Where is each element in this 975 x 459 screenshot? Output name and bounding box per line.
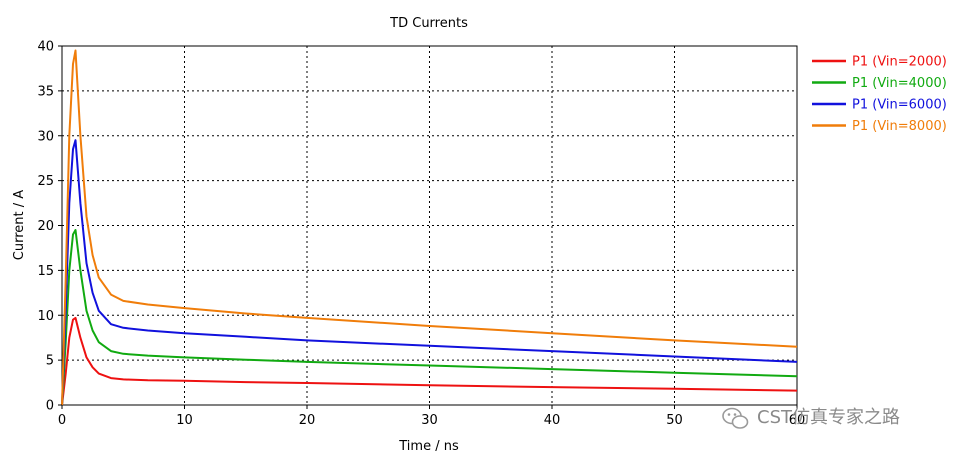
watermark-text: CST仿真专家之路 [757, 407, 900, 428]
y-tick-label-8: 40 [37, 40, 54, 55]
series-line-1 [61, 316, 798, 406]
y-axis-label: Current / A [12, 190, 27, 260]
legend-label-3: P1 (Vin=6000) [852, 98, 947, 113]
series-line-3 [61, 139, 798, 406]
y-tick-label-3: 15 [37, 264, 54, 279]
x-tick-label-3: 30 [421, 413, 438, 428]
y-tick-label-6: 30 [37, 129, 54, 144]
y-tick-label-1: 5 [46, 354, 54, 369]
legend-label-1: P1 (Vin=2000) [852, 55, 947, 70]
series-line-2 [61, 229, 798, 406]
x-tick-label-1: 10 [176, 413, 193, 428]
series-layer [61, 49, 798, 406]
x-tick-label-0: 0 [58, 413, 66, 428]
legend: P1 (Vin=2000) P1 (Vin=4000) P1 (Vin=6000) P… [812, 55, 947, 134]
legend-label-2: P1 (Vin=4000) [852, 76, 947, 91]
legend-label-4: P1 (Vin=8000) [852, 119, 947, 134]
y-tick-label-2: 10 [37, 309, 54, 324]
chart-title: TD Currents [389, 16, 468, 31]
watermark: CST仿真专家之路 [722, 407, 900, 429]
x-axis-ticks: 0 10 20 30 40 50 60 [58, 405, 805, 428]
y-tick-label-7: 35 [37, 84, 54, 99]
x-tick-label-4: 40 [544, 413, 561, 428]
y-tick-label-4: 20 [37, 219, 54, 234]
x-tick-label-6: 60 [789, 413, 806, 428]
series-line-4 [61, 49, 798, 406]
y-tick-label-5: 25 [37, 174, 54, 189]
x-tick-label-2: 20 [299, 413, 316, 428]
x-tick-label-5: 50 [666, 413, 683, 428]
wechat-icon [722, 407, 749, 429]
y-axis-ticks: 0 5 10 15 20 25 30 35 40 [37, 40, 62, 414]
x-axis-label: Time / ns [398, 439, 459, 454]
y-tick-label-0: 0 [46, 399, 54, 414]
